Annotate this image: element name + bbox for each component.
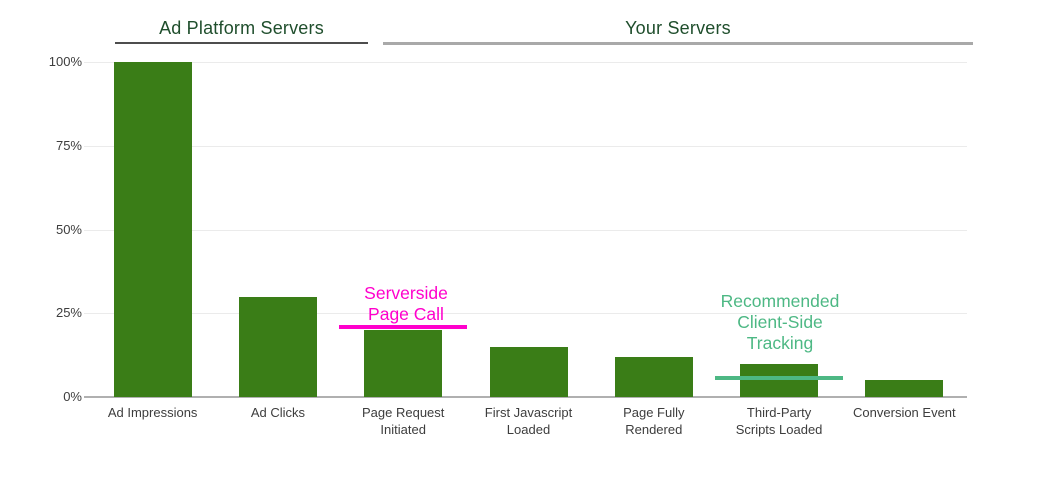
bar-conversion-event bbox=[865, 380, 944, 397]
y-axis-tick-label: 100% bbox=[48, 54, 82, 69]
group-label-ad-platform-servers: Ad Platform Servers bbox=[159, 18, 324, 38]
y-axis-tick-label: 75% bbox=[55, 137, 82, 153]
annotation-line-1 bbox=[339, 325, 468, 330]
y-axis-tick-label: 50% bbox=[55, 221, 82, 237]
bar-page-request-initiated bbox=[364, 330, 443, 397]
bar-first-javascript-loaded bbox=[489, 346, 568, 397]
group-label-your-servers: Your Servers bbox=[625, 18, 731, 38]
bar-ad-impressions bbox=[113, 62, 192, 397]
group-underline-ad-platform-servers bbox=[115, 42, 368, 44]
annotation-serverside-page-call: Serverside Page Call bbox=[364, 283, 448, 324]
annotation-line-2 bbox=[715, 375, 844, 380]
gridline bbox=[84, 62, 967, 63]
group-underline-your-servers bbox=[383, 42, 973, 45]
bar-page-fully-rendered bbox=[614, 356, 693, 397]
x-axis-tick-label: Ad Clicks bbox=[250, 405, 306, 420]
x-axis-tick-label: First Javascript Loaded bbox=[484, 405, 573, 437]
x-axis-tick-label: Conversion Event bbox=[853, 405, 956, 420]
x-axis-tick-label: Page Request Initiated bbox=[362, 405, 445, 437]
y-axis-tick-label: 0% bbox=[63, 389, 82, 404]
gridline bbox=[84, 230, 967, 231]
x-axis-tick-label: Third-Party Scripts Loaded bbox=[735, 405, 823, 437]
bar-ad-clicks bbox=[238, 296, 317, 397]
bar-third-party-scripts-loaded bbox=[740, 363, 819, 397]
gridline bbox=[84, 313, 967, 314]
x-axis-tick-label: Ad Impressions bbox=[107, 405, 198, 420]
y-axis-tick-label: 25% bbox=[55, 305, 82, 321]
annotation-recommended-client-side-tracking: Recommended Client-Side Tracking bbox=[720, 291, 840, 353]
x-axis-tick-label: Page Fully Rendered bbox=[623, 405, 685, 437]
x-axis-line bbox=[84, 396, 967, 398]
gridline bbox=[84, 146, 967, 147]
